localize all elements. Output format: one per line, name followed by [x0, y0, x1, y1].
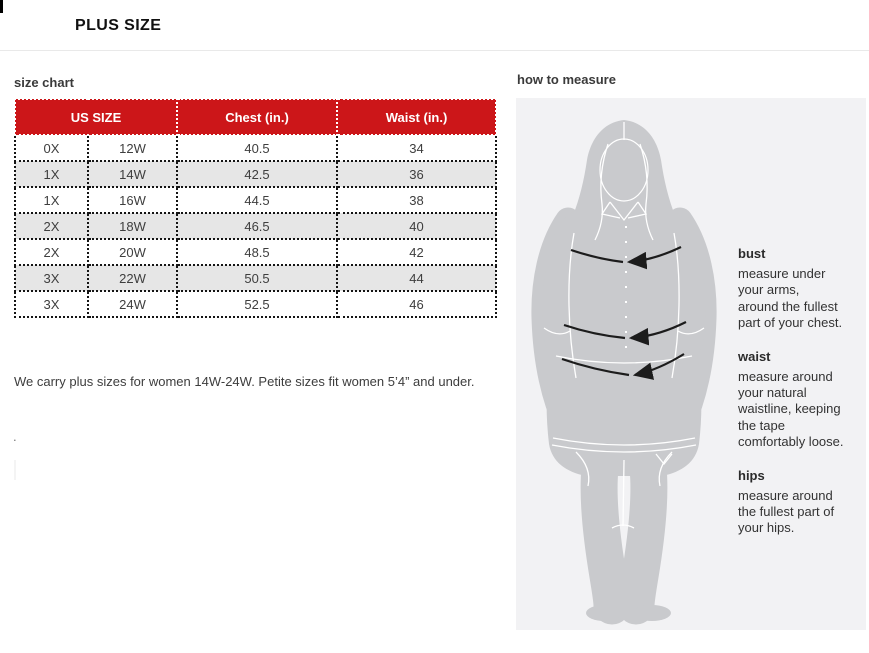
hips-text: measure around the fullest part of your …	[738, 487, 835, 536]
table-cell: 12W	[87, 134, 178, 162]
column-header-waist: Waist (in.)	[336, 98, 497, 136]
size-chart-heading: size chart	[14, 75, 74, 90]
measurement-figure-illustration	[531, 120, 717, 625]
stray-mark: .	[13, 429, 17, 444]
table-cell: 3X	[14, 264, 89, 292]
measure-section-waist: waist measure around your natural waistl…	[738, 349, 864, 451]
waist-label: waist	[738, 348, 771, 364]
table-cell: 18W	[87, 212, 178, 240]
table-cell: 2X	[14, 212, 89, 240]
table-row: 0X 12W 40.5 34	[14, 134, 497, 162]
table-row: 3X 22W 50.5 44	[14, 264, 497, 292]
table-cell: 0X	[14, 134, 89, 162]
bust-text: measure under your arms, around the full…	[738, 266, 843, 331]
table-row: 2X 20W 48.5 42	[14, 238, 497, 266]
table-row: 3X 24W 52.5 46	[14, 290, 497, 318]
measure-instructions: bust measure under your arms, around the…	[738, 246, 864, 554]
table-cell: 40.5	[176, 134, 338, 162]
table-cell: 52.5	[176, 290, 338, 318]
page-title: PLUS SIZE	[75, 17, 162, 34]
table-cell: 46.5	[176, 212, 338, 240]
table-cell: 42	[336, 238, 497, 266]
table-cell: 44.5	[176, 186, 338, 214]
edge-artifact	[0, 0, 3, 13]
header-divider	[0, 50, 869, 51]
table-cell: 14W	[87, 160, 178, 188]
table-cell: 48.5	[176, 238, 338, 266]
table-cell: 3X	[14, 290, 89, 318]
table-cell: 2X	[14, 238, 89, 266]
hips-label: hips	[738, 467, 765, 483]
table-cell: 40	[336, 212, 497, 240]
table-cell: 36	[336, 160, 497, 188]
table-cell: 22W	[87, 264, 178, 292]
size-chart-body: 0X 12W 40.5 34 1X 14W 42.5 36 1X 16W 44.5 38 2X 18W 46…	[14, 134, 497, 318]
table-cell: 24W	[87, 290, 178, 318]
table-cell: 44	[336, 264, 497, 292]
table-row: 2X 18W 46.5 40	[14, 212, 497, 240]
table-cell: 1X	[14, 160, 89, 188]
column-header-us-size: US SIZE	[14, 98, 178, 136]
table-cell: 38	[336, 186, 497, 214]
waist-text: measure around your natural waistline, k…	[738, 368, 844, 450]
table-cell: 42.5	[176, 160, 338, 188]
faint-artifact	[14, 460, 16, 480]
table-row: 1X 14W 42.5 36	[14, 160, 497, 188]
table-cell: 1X	[14, 186, 89, 214]
column-header-chest: Chest (in.)	[176, 98, 338, 136]
measure-section-bust: bust measure under your arms, around the…	[738, 246, 864, 332]
table-header-row: US SIZE Chest (in.) Waist (in.)	[14, 98, 497, 136]
measure-section-hips: hips measure around the fullest part of …	[738, 468, 864, 537]
how-to-measure-heading: how to measure	[517, 72, 616, 87]
table-cell: 50.5	[176, 264, 338, 292]
bust-label: bust	[738, 246, 766, 261]
table-row: 1X 16W 44.5 38	[14, 186, 497, 214]
table-cell: 20W	[87, 238, 178, 266]
table-cell: 16W	[87, 186, 178, 214]
size-chart-table: US SIZE Chest (in.) Waist (in.) 0X 12W 40.…	[14, 98, 497, 318]
table-cell: 34	[336, 134, 497, 162]
size-note: We carry plus sizes for women 14W-24W. P…	[14, 374, 475, 389]
table-cell: 46	[336, 290, 497, 318]
measure-panel: bust measure under your arms, around the…	[516, 98, 866, 630]
